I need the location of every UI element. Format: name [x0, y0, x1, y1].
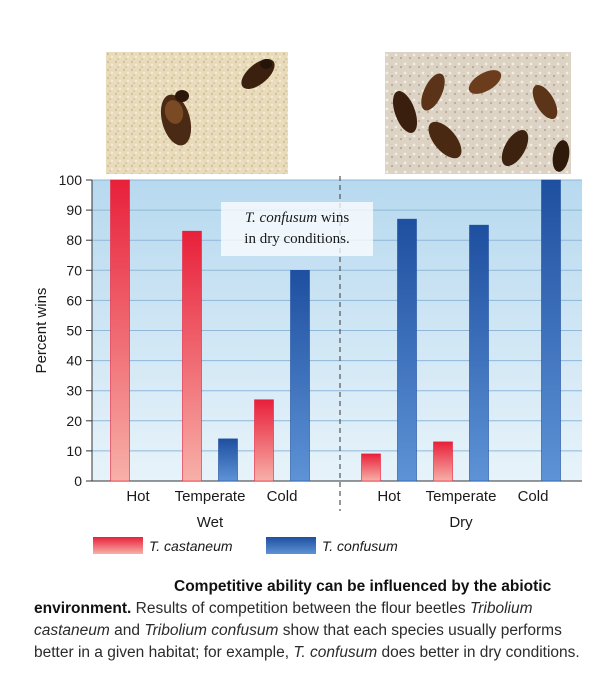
figure-caption: Competitive ability can be influenced by… — [34, 576, 586, 664]
annotation-wins: wins — [317, 210, 349, 226]
legend-label-confusum: T. confusum — [322, 538, 398, 554]
bar-castaneum — [254, 399, 274, 482]
y-tick-label: 90 — [66, 202, 82, 218]
bar-confusum — [541, 179, 561, 482]
caption-species2: Tribolium confusum — [144, 622, 279, 639]
bar-castaneum — [110, 179, 130, 482]
caption-species1: Tribolium castaneum — [34, 600, 533, 639]
beetle-photo-dry-image — [385, 52, 571, 174]
legend: T. castaneum T. confusum — [93, 537, 398, 554]
x-tick-label: Temperate — [426, 488, 497, 505]
beetle-photo-dry — [385, 52, 571, 174]
bar-confusum — [290, 270, 310, 482]
annotation-species: T. confusum — [245, 210, 317, 226]
caption-part1: Results of competition between the flour… — [131, 600, 470, 617]
x-group-label: Dry — [449, 514, 473, 531]
x-tick-label: Hot — [377, 488, 401, 505]
bar-castaneum — [361, 453, 381, 482]
x-group-label: Wet — [197, 514, 224, 531]
y-tick-label: 60 — [66, 292, 82, 308]
bars — [110, 179, 561, 482]
y-tick-label: 10 — [66, 443, 82, 459]
x-tick-label: Cold — [267, 488, 298, 505]
caption-part4: does better in dry conditions. — [377, 644, 580, 661]
annotation-line2: in dry conditions. — [244, 231, 349, 247]
svg-text:T. confusum wins: T. confusum wins — [245, 210, 349, 226]
annotation-callout: T. confusum wins in dry conditions. — [221, 202, 373, 256]
x-tick-label: Temperate — [175, 488, 246, 505]
bar-confusum — [218, 438, 238, 482]
bar-confusum — [469, 224, 489, 482]
y-tick-label: 20 — [66, 413, 82, 429]
y-tick-label: 80 — [66, 232, 82, 248]
bar-castaneum — [433, 441, 453, 482]
x-axis-labels: Hot Temperate Cold Hot Temperate Cold Wet Dry — [126, 488, 548, 531]
bar-castaneum — [182, 230, 202, 482]
beetle-photo-wet-image — [106, 52, 288, 174]
caption-part2: and — [109, 622, 145, 639]
caption-part3: show that each species usually performs … — [34, 622, 562, 661]
caption-species3: T. confusum — [293, 644, 378, 661]
y-tick-label: 100 — [59, 172, 83, 188]
x-tick-label: Hot — [126, 488, 150, 505]
y-tick-label: 30 — [66, 383, 82, 399]
y-tick-label: 0 — [74, 473, 82, 489]
y-axis-title: Percent wins — [33, 288, 50, 374]
legend-swatch-confusum — [266, 537, 316, 554]
y-tick-label: 50 — [66, 323, 82, 339]
y-tick-label: 70 — [66, 262, 82, 278]
y-axis: 0 10 20 30 40 50 60 70 80 90 100 — [59, 172, 582, 489]
y-tick-label: 40 — [66, 353, 82, 369]
legend-label-castaneum: T. castaneum — [149, 538, 233, 554]
x-tick-label: Cold — [518, 488, 549, 505]
bar-confusum — [397, 218, 417, 482]
caption-lead: Competitive ability can be influenced by… — [34, 578, 552, 617]
beetle-photo-wet — [106, 52, 288, 174]
legend-swatch-castaneum — [93, 537, 143, 554]
